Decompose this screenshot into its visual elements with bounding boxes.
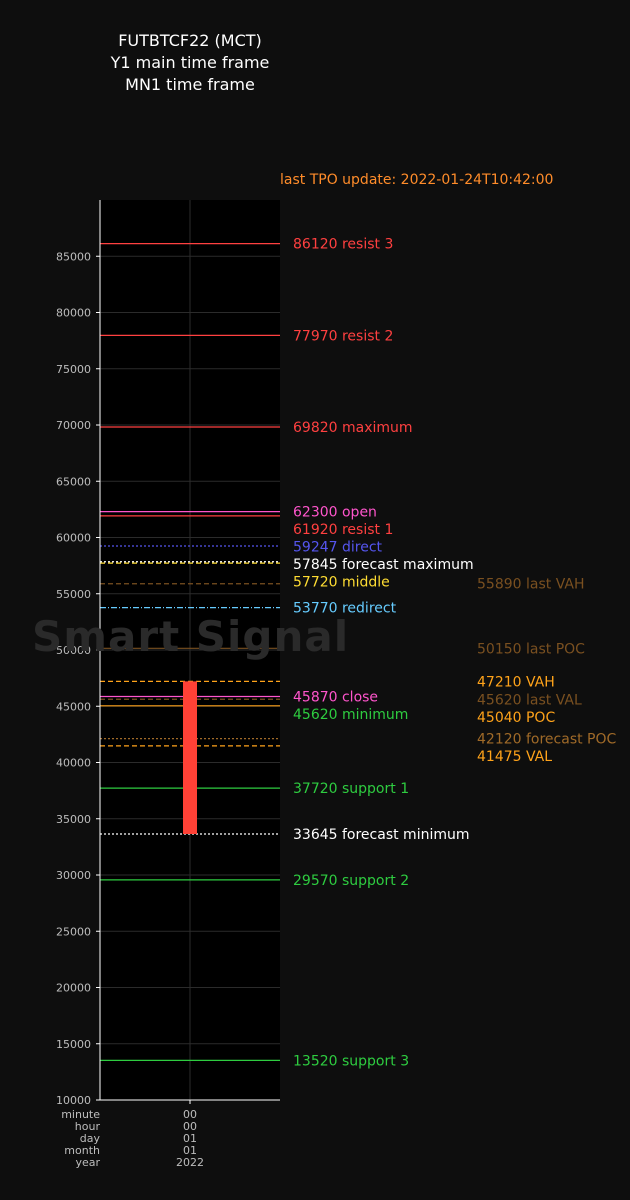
y-tick-label: 30000 (56, 869, 91, 882)
level-label: 41475 VAL (477, 749, 552, 765)
candle-body (183, 681, 197, 834)
y-tick-label: 65000 (56, 475, 91, 488)
y-tick-label: 75000 (56, 363, 91, 376)
level-label: 53770 redirect (293, 601, 397, 617)
level-label: 55890 last VAH (477, 577, 584, 593)
y-tick-label: 10000 (56, 1094, 91, 1107)
level-labels: 86120 resist 3 77970 resist 2 69820 maximu… (293, 237, 617, 1070)
y-tick-label: 80000 (56, 307, 91, 320)
level-label: 62300 open (293, 505, 377, 521)
level-label: 61920 resist 1 (293, 522, 393, 538)
y-tick-label: 25000 (56, 925, 91, 938)
y-tick-label: 50000 (56, 644, 91, 657)
x-value-year: 2022 (176, 1156, 204, 1169)
tpo-update-text: last TPO update: 2022-01-24T10:42:00 (280, 172, 554, 188)
x-value-day: 01 (183, 1132, 197, 1145)
level-label: 37720 support 1 (293, 781, 409, 797)
level-label: 69820 maximum (293, 420, 413, 436)
x-caption-day: day (79, 1132, 100, 1145)
y-tick-label: 15000 (56, 1038, 91, 1051)
level-label: 29570 support 2 (293, 873, 409, 889)
y-tick-label: 70000 (56, 419, 91, 432)
y-tick-label: 45000 (56, 700, 91, 713)
x-caption-minute: minute (61, 1108, 100, 1121)
level-label: 57720 middle (293, 575, 390, 591)
x-caption-year: year (75, 1156, 100, 1169)
y-tick-label: 55000 (56, 588, 91, 601)
y-tick-label: 20000 (56, 982, 91, 995)
level-label: 47210 VAH (477, 674, 555, 690)
level-label: 86120 resist 3 (293, 237, 393, 253)
chart-title-main-frame: Y1 main time frame (110, 53, 270, 72)
level-label: 77970 resist 2 (293, 328, 393, 344)
x-value-month: 01 (183, 1144, 197, 1157)
level-label: 59247 direct (293, 540, 383, 556)
watermark: Smart Signal (32, 612, 350, 661)
x-value-minute: 00 (183, 1108, 197, 1121)
level-label: 45040 POC (477, 710, 555, 726)
x-value-hour: 00 (183, 1120, 197, 1133)
level-label: 57845 forecast maximum (293, 557, 474, 573)
level-label: 33645 forecast minimum (293, 827, 470, 843)
y-tick-label: 40000 (56, 757, 91, 770)
y-tick-label: 35000 (56, 813, 91, 826)
x-caption-hour: hour (74, 1120, 100, 1133)
y-ticks: 10000 15000 20000 25000 30000 35000 40000 45000… (56, 250, 191, 1107)
chart-title-frame: MN1 time frame (125, 75, 255, 94)
chart-title-symbol: FUTBTCF22 (MCT) (118, 31, 262, 50)
level-label: 50150 last POC (477, 641, 585, 657)
x-caption-month: month (64, 1144, 100, 1157)
y-tick-label: 85000 (56, 250, 91, 263)
level-label: 42120 forecast POC (477, 732, 617, 748)
level-label: 45620 minimum (293, 707, 408, 723)
level-label: 45870 close (293, 689, 378, 705)
candle-group (183, 681, 197, 834)
level-label: 45620 last VAL (477, 692, 582, 708)
level-label: 13520 support 3 (293, 1053, 409, 1069)
y-tick-label: 60000 (56, 532, 91, 545)
